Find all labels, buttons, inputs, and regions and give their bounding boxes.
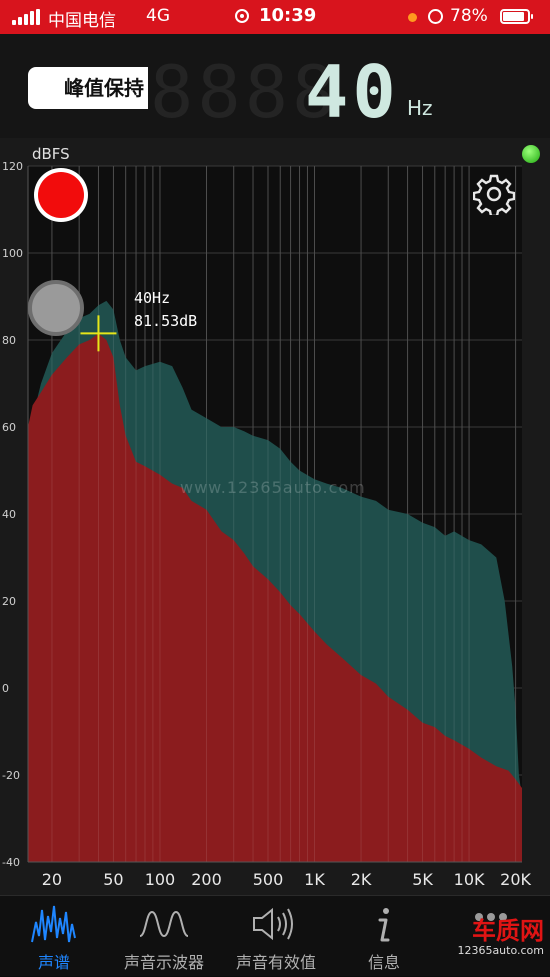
tab-label: 声谱 [37, 953, 70, 972]
x-tick-label: 20 [42, 870, 62, 889]
x-tick-label: 1K [304, 870, 325, 889]
more-dots-icon [475, 913, 507, 921]
frequency-unit: Hz [407, 96, 433, 120]
lcd-background-digits: 8888 [150, 50, 340, 134]
y-tick-label: 60 [2, 421, 16, 434]
tab-more[interactable] [436, 896, 546, 977]
y-tick-label: 40 [2, 508, 16, 521]
rotation-lock-icon [428, 9, 443, 24]
status-time: 10:39 [259, 5, 317, 26]
y-tick-label: 120 [2, 160, 23, 173]
record-button[interactable] [34, 168, 88, 222]
microphone-in-use-icon [408, 13, 417, 22]
spectrum-area-live [28, 333, 522, 862]
carrier-name: 中国电信 [48, 11, 116, 31]
y-tick-label: 100 [2, 247, 23, 260]
tab-label: 声音示波器 [123, 953, 204, 972]
tab-oscilloscope[interactable]: 声音示波器 [108, 896, 220, 977]
x-tick-label: 2K [351, 870, 372, 889]
y-tick-label: 80 [2, 334, 16, 347]
brand-url: 12365auto.com [457, 944, 544, 957]
x-tick-label: 500 [253, 870, 284, 889]
status-indicator [522, 145, 540, 163]
header: 峰值保持 8888 40 Hz [0, 34, 550, 138]
x-tick-label: 10K [454, 870, 485, 889]
y-tick-label: -40 [2, 856, 20, 869]
cursor-readout: 40Hz 81.53dB [134, 287, 197, 333]
y-axis-title: dBFS [32, 145, 70, 163]
tab-info[interactable]: 信息 [332, 896, 436, 977]
x-tick-label: 5K [412, 870, 433, 889]
frequency-readout: 40 [305, 50, 400, 134]
speaker-icon [253, 907, 293, 941]
tab-rms[interactable]: 声音有效值 [220, 896, 332, 977]
status-bar: 中国电信 4G 10:39 78% [0, 0, 550, 34]
brand-watermark: 车质网 12365auto.com [457, 918, 544, 957]
cursor-frequency-label: 40Hz [134, 289, 171, 307]
gear-icon[interactable] [473, 173, 515, 215]
y-tick-label: 0 [2, 682, 9, 695]
cursor-level-label: 81.53dB [134, 312, 198, 330]
battery-percentage: 78% [450, 6, 488, 26]
network-type: 4G [146, 6, 170, 26]
info-icon [378, 908, 390, 942]
assistive-touch-button[interactable] [28, 280, 84, 336]
tab-spectrum[interactable]: 声谱 [0, 896, 108, 977]
x-tick-label: 50 [103, 870, 123, 889]
signal-strength-icon [12, 9, 40, 25]
screen-recording-icon [235, 9, 249, 23]
tab-label: 信息 [367, 953, 400, 972]
oscilloscope-wave-icon [139, 910, 189, 938]
x-tick-label: 20K [500, 870, 531, 889]
y-tick-label: 20 [2, 595, 16, 608]
tab-label: 声音有效值 [235, 953, 316, 972]
battery-icon [500, 9, 533, 24]
x-tick-label: 200 [191, 870, 222, 889]
watermark: www.12365auto.com [180, 478, 366, 497]
peak-hold-button[interactable]: 峰值保持 [28, 67, 148, 109]
x-tick-label: 100 [145, 870, 176, 889]
brand-name: 车质网 [472, 917, 544, 945]
y-tick-label: -20 [2, 769, 20, 782]
tab-bar: 声谱 声音示波器 声音有效值 信息 [0, 895, 550, 976]
spectrum-plot-area[interactable]: dBFS 120 100 80 60 40 20 0 -20 -40 20 50 100 200 500 1K… [0, 138, 550, 895]
spectrum-icon [31, 905, 76, 943]
